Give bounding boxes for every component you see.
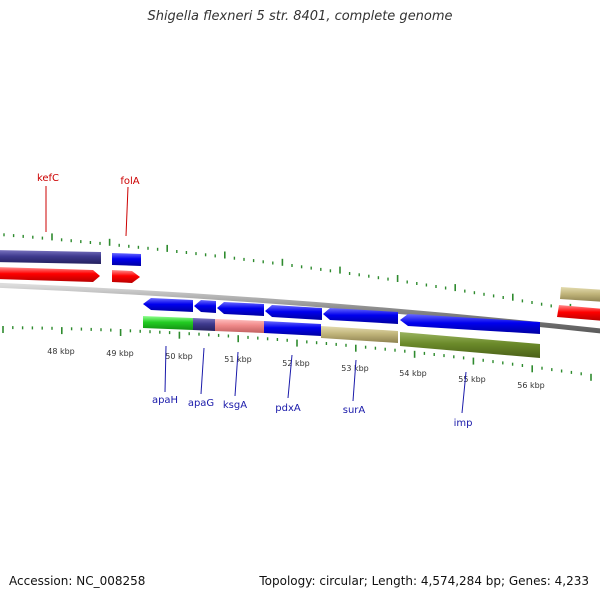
ruler-label: 56 kbp xyxy=(517,381,545,390)
gene-label-apaH: apaH xyxy=(152,395,178,406)
lower-tick-row xyxy=(2,326,592,381)
gene-red-arrow-3[interactable] xyxy=(557,305,600,321)
imp-leader-line xyxy=(461,371,467,414)
gene-label-surA: surA xyxy=(343,405,366,416)
ruler-label: 55 kbp xyxy=(458,375,486,384)
gene-pdxA-arrow[interactable] xyxy=(265,305,322,320)
gene-imp[interactable] xyxy=(400,332,540,358)
gene-ksgA-arrow[interactable] xyxy=(217,302,264,316)
gene-apaG-arrow[interactable] xyxy=(194,300,216,313)
gene-surA[interactable] xyxy=(321,326,398,343)
apaG-leader-line xyxy=(200,347,205,395)
gene-apaH[interactable] xyxy=(143,316,193,330)
pdxA-leader-line xyxy=(287,354,293,399)
ruler-label: 48 kbp xyxy=(47,347,75,356)
gene-apaH-arrow[interactable] xyxy=(143,298,193,312)
gene-imp-arrow[interactable] xyxy=(400,314,540,334)
gene-ksgA[interactable] xyxy=(215,319,264,333)
accession-text: Accession: NC_008258 xyxy=(9,574,146,588)
gene-label-folA: folA xyxy=(120,176,139,187)
ruler-label: 49 kbp xyxy=(106,349,134,358)
ksgA-leader-line xyxy=(234,351,239,397)
gene-kefC[interactable] xyxy=(0,250,101,264)
gene-label-ksgA: ksgA xyxy=(223,400,247,411)
ruler-label: 51 kbp xyxy=(224,355,252,364)
surA-leader-line xyxy=(352,359,357,402)
gene-apaG[interactable] xyxy=(193,318,215,331)
apaH-leader-line xyxy=(164,345,167,393)
gene-label-pdxA: pdxA xyxy=(275,403,301,414)
gene-red-arrow-1[interactable] xyxy=(0,267,100,282)
gene-label-kefC: kefC xyxy=(37,173,59,184)
map-title: Shigella flexneri 5 str. 8401, complete … xyxy=(147,9,453,24)
ruler-label: 54 kbp xyxy=(399,369,427,378)
gene-folA[interactable] xyxy=(112,253,141,266)
gene-pdxA[interactable] xyxy=(264,321,321,336)
ruler-label: 52 kbp xyxy=(282,359,310,368)
ruler-label: 50 kbp xyxy=(165,352,193,361)
gene-surA-arrow[interactable] xyxy=(323,308,398,324)
folA-leader-line xyxy=(125,186,129,237)
gene-label-apaG: apaG xyxy=(188,398,214,409)
gene-red-arrow-2[interactable] xyxy=(112,270,140,283)
upper-tick-row xyxy=(3,233,591,315)
gene-upper-right-khaki[interactable] xyxy=(560,287,600,302)
genome-stats-text: Topology: circular; Length: 4,574,284 bp… xyxy=(259,574,589,588)
gene-label-imp: imp xyxy=(454,418,473,429)
